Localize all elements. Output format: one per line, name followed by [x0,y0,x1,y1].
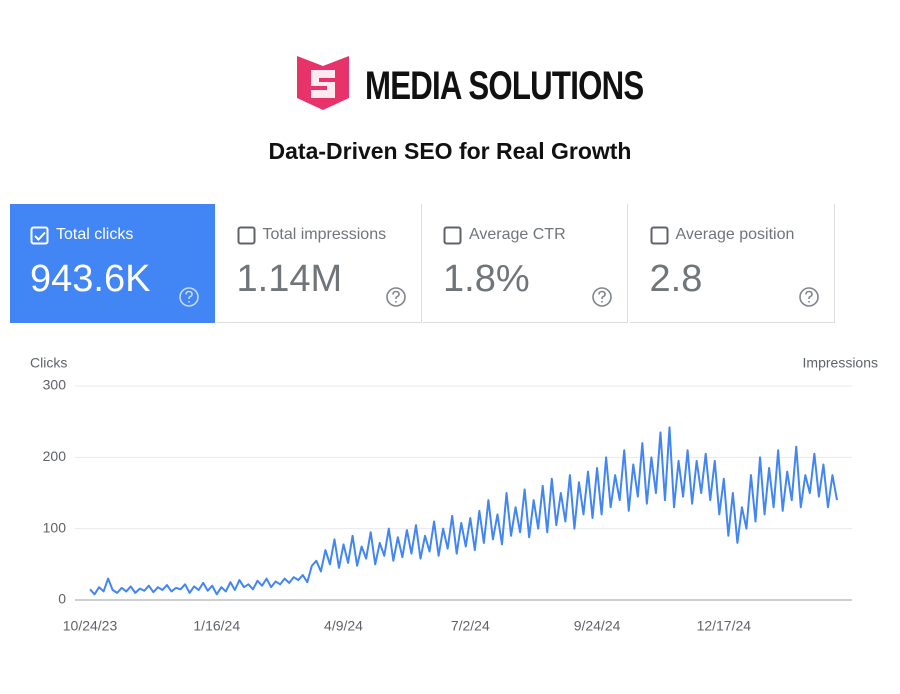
metric-label: Average CTR [469,226,566,243]
metric-card: Average CTR 1.8% [423,204,628,323]
brand: MEDIA SOLUTIONS [365,64,644,108]
x-tick-label: 9/24/24 [574,618,621,634]
y2-axis-label: Impressions [803,355,878,371]
help-mark [391,290,400,303]
checkbox-box [30,226,49,245]
x-tick-label: 1/16/24 [193,618,240,634]
tagline: Data-Driven SEO for Real Growth [268,138,632,164]
metric-card: Average position 2.8 [629,204,835,323]
metric-label: Average position [675,226,795,243]
metric-card: Total impressions 1.14M [216,204,422,323]
checkbox-box [237,226,255,245]
help-circle [385,287,406,307]
metric-label: Total impressions [262,226,387,243]
checkbox [30,226,49,245]
metric-value: 943.6K [30,258,151,300]
checkbox [650,226,668,245]
y-tick-label: 100 [43,519,67,535]
checkmark [34,231,46,241]
checkbox-box [650,226,668,245]
help-mark [804,290,813,303]
x-tick-label: 10/24/23 [63,618,118,634]
x-tick-label: 4/9/24 [324,618,363,634]
clicks-line [89,426,838,596]
help-circle [179,287,199,307]
help-icon [179,287,199,307]
help-icon [798,287,819,307]
checkbox [443,226,462,245]
help-circle [798,287,819,307]
y-tick-label: 200 [43,448,67,464]
x-tick-label: 12/17/24 [697,618,752,634]
metric-label: Total clicks [56,226,134,243]
y-tick-label: 300 [43,377,67,393]
metric-value: 1.8% [443,258,530,300]
help-mark [598,290,606,303]
metric-card: Total clicks 943.6K [10,204,215,323]
checkbox-box [443,226,462,245]
help-icon [385,287,406,307]
y-axis-label: Clicks [30,355,67,371]
logo [297,56,349,110]
help-mark [185,290,193,303]
help-icon [592,287,612,307]
y-tick-label: 0 [58,591,66,607]
metric-value: 1.14M [236,258,343,300]
help-circle [592,287,612,307]
x-tick-label: 7/2/24 [451,618,490,634]
chart: Clicks Impressions 0 100 200 300 10/24/23 1/1… [30,355,878,634]
checkbox [237,226,255,245]
metric-value: 2.8 [649,258,703,300]
